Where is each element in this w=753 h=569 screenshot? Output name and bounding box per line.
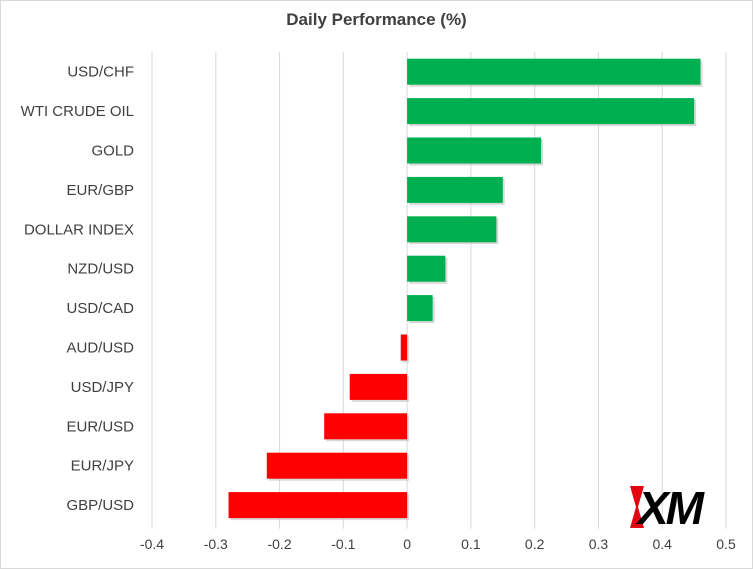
x-tick-label: 0.1	[461, 536, 481, 552]
bar	[324, 413, 408, 440]
category-label: AUD/USD	[66, 340, 134, 357]
category-label: WTI CRUDE OIL	[21, 103, 134, 120]
category-label: EUR/GBP	[66, 182, 134, 199]
bar	[407, 176, 503, 203]
x-tick-label: 0.3	[589, 536, 609, 552]
category-label: USD/JPY	[71, 379, 134, 396]
xm-logo: XM	[630, 484, 709, 530]
x-tick-label: 0	[403, 536, 411, 552]
bar	[349, 373, 408, 400]
x-tick-label: -0.2	[267, 536, 291, 552]
x-tick-label: -0.4	[140, 536, 164, 552]
bar	[407, 98, 695, 125]
bar	[228, 492, 408, 519]
bar	[266, 452, 408, 479]
category-label: GBP/USD	[66, 497, 134, 514]
x-tick-label: 0.2	[525, 536, 545, 552]
bar	[407, 216, 497, 243]
bar	[407, 58, 701, 85]
x-tick-label: -0.3	[204, 536, 228, 552]
category-label: DOLLAR INDEX	[24, 221, 134, 238]
category-label: USD/CHF	[67, 64, 134, 81]
bar	[407, 137, 542, 164]
category-label: NZD/USD	[67, 261, 134, 278]
xm-logo-text: XM	[635, 484, 706, 530]
xm-logo-red-mark	[630, 486, 644, 528]
category-label: GOLD	[91, 143, 134, 160]
category-label: EUR/USD	[66, 418, 134, 435]
category-label: EUR/JPY	[71, 458, 134, 475]
bar	[407, 255, 446, 282]
x-tick-label: 0.4	[652, 536, 672, 552]
bar	[407, 295, 433, 322]
bar	[400, 334, 408, 361]
chart-title: Daily Performance (%)	[286, 10, 467, 29]
x-tick-label: 0.5	[716, 536, 736, 552]
x-tick-label: -0.1	[331, 536, 355, 552]
category-label: USD/CAD	[66, 300, 134, 317]
